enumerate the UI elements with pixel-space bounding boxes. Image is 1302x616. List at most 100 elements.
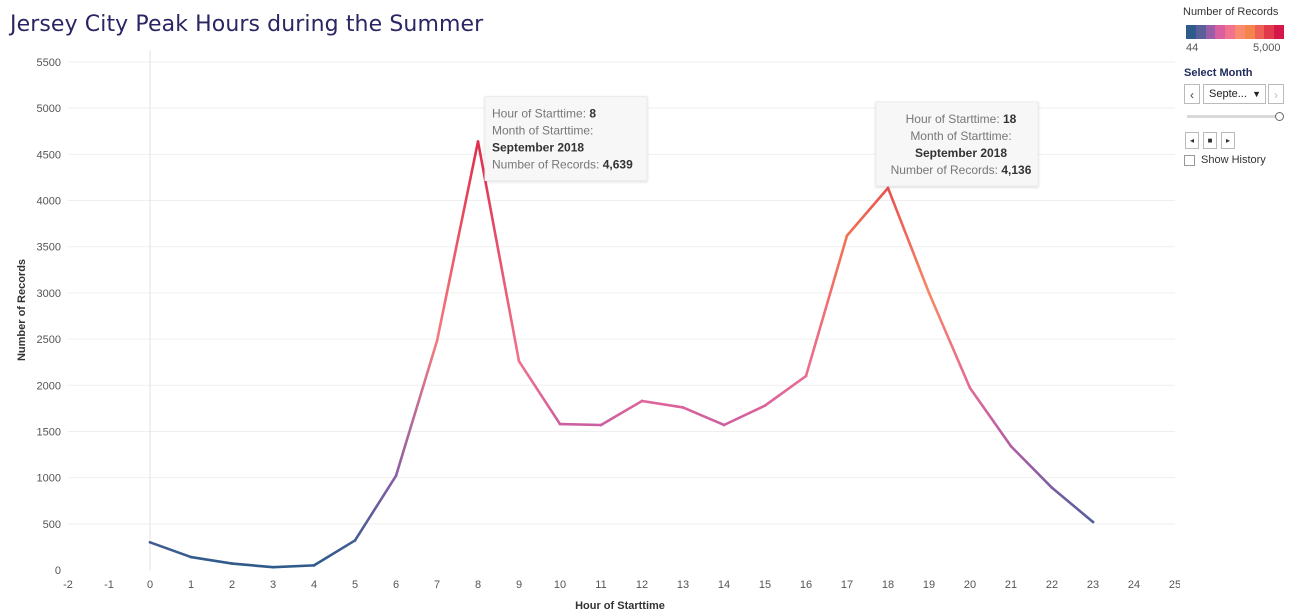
tooltip: Hour of Starttime: 18 Month of Starttime:… [875,101,1039,187]
step-back-button[interactable]: ◂ [1185,132,1199,149]
legend-swatch [1225,25,1235,39]
data-point[interactable] [681,406,685,409]
tooltip-box [484,96,648,182]
line-segment [968,386,1013,448]
x-tick-label: 5 [352,579,358,591]
data-point[interactable] [230,562,234,565]
x-tick-label: 14 [718,579,730,591]
color-legend-max: 5,000 [1253,42,1281,54]
line-segment [312,539,357,567]
data-point[interactable] [1050,486,1054,490]
data-point[interactable] [968,386,972,390]
tooltip-line: Hour of Starttime: 8 [492,107,596,121]
x-tick-label: 6 [393,579,399,591]
x-tick-label: 1 [188,579,194,591]
x-tick-label: 17 [841,579,853,591]
next-month-button[interactable]: › [1268,84,1284,104]
y-tick-label: 3000 [37,288,61,300]
show-history-label: Show History [1201,154,1266,166]
line-segment [804,234,849,378]
x-tick-label: 24 [1128,579,1140,591]
month-dropdown[interactable]: Septe... ▼ [1203,84,1266,104]
color-legend-min: 44 [1186,42,1199,54]
tooltip-line: Hour of Starttime: 18 [906,112,1017,126]
legend-swatch [1234,25,1245,39]
data-point[interactable] [476,140,480,143]
y-axis-title: Number of Records [16,259,28,361]
month-slider-track[interactable] [1187,115,1279,118]
x-tick-label: 13 [677,579,689,591]
data-point[interactable] [189,555,193,559]
legend-swatch [1195,25,1206,39]
line-segment [1009,444,1054,490]
data-point[interactable] [599,423,603,427]
legend-swatch [1264,25,1275,39]
x-axis-title: Hour of Starttime [575,600,665,612]
legend-swatch [1274,25,1284,39]
line-segment [886,186,931,295]
legend-swatch [1215,25,1226,39]
y-tick-label: 500 [43,519,61,531]
data-point[interactable] [312,564,316,567]
color-legend-bar [1186,25,1284,39]
data-point[interactable] [1091,520,1095,524]
data-point[interactable] [148,540,152,544]
y-tick-label: 4000 [37,196,61,208]
data-point[interactable] [722,423,726,427]
data-point[interactable] [845,234,849,237]
data-point[interactable] [804,374,808,378]
stop-button[interactable]: ■ [1203,132,1217,149]
y-tick-label: 1000 [37,473,61,485]
tooltips: Hour of Starttime: 8 Month of Starttime: S… [484,96,1039,187]
legend-swatch [1244,25,1255,39]
data-point[interactable] [517,359,521,363]
y-tick-label: 0 [55,565,61,577]
line-segment [230,562,275,569]
tooltip-box [875,101,1039,187]
show-history-checkbox[interactable] [1184,155,1195,166]
data-point[interactable] [640,399,644,403]
tooltip-line: Month of Starttime: [910,129,1011,143]
x-tick-label: 21 [1005,579,1017,591]
x-tick-label: 7 [434,579,440,591]
line-segment [1050,486,1095,524]
series-line [148,140,1095,569]
legend-swatch [1205,25,1216,39]
y-tick-label: 2500 [37,334,61,346]
data-point[interactable] [271,565,275,569]
step-forward-button[interactable]: ▸ [1221,132,1235,149]
tooltip-line: Number of Records: 4,136 [891,163,1032,177]
previous-month-button[interactable]: ‹ [1184,84,1200,104]
month-slider-thumb[interactable] [1275,112,1284,121]
y-tick-label: 3500 [37,242,61,254]
line-segment [189,555,234,565]
y-tick-label: 4500 [37,149,61,161]
x-tick-label: 20 [964,579,976,591]
caret-down-icon: ▼ [1252,89,1261,99]
line-segment [394,339,439,478]
data-point[interactable] [763,404,767,407]
x-tick-label: 22 [1046,579,1058,591]
line-segment [599,399,644,427]
data-point[interactable] [394,474,398,478]
line-segment [681,406,726,427]
data-point[interactable] [927,291,931,295]
x-axis-ticks: -2 -1 0 1 2 3 4 5 6 7 8 9 10 11 12 13 14 15 16 17 18 19 20 21 22… [63,579,1180,591]
line-chart: 0 500 1000 1500 2000 2500 3000 3500 4000 4500 5000… [16,50,1180,612]
x-tick-label: 8 [475,579,481,591]
x-tick-label: 11 [595,579,606,591]
data-point[interactable] [886,186,890,190]
x-tick-label: 23 [1087,579,1099,591]
chart-title: Jersey City Peak Hours during the Summer [10,12,484,37]
data-point[interactable] [353,539,357,542]
line-segment [435,140,480,343]
line-segment [845,186,890,237]
line-segment [722,404,767,427]
line-segment [640,399,685,409]
x-tick-label: 0 [147,579,153,591]
data-point[interactable] [1009,444,1013,448]
y-tick-label: 5000 [37,103,61,115]
data-point[interactable] [435,339,439,343]
data-point[interactable] [558,422,562,426]
line-segment [517,359,562,426]
